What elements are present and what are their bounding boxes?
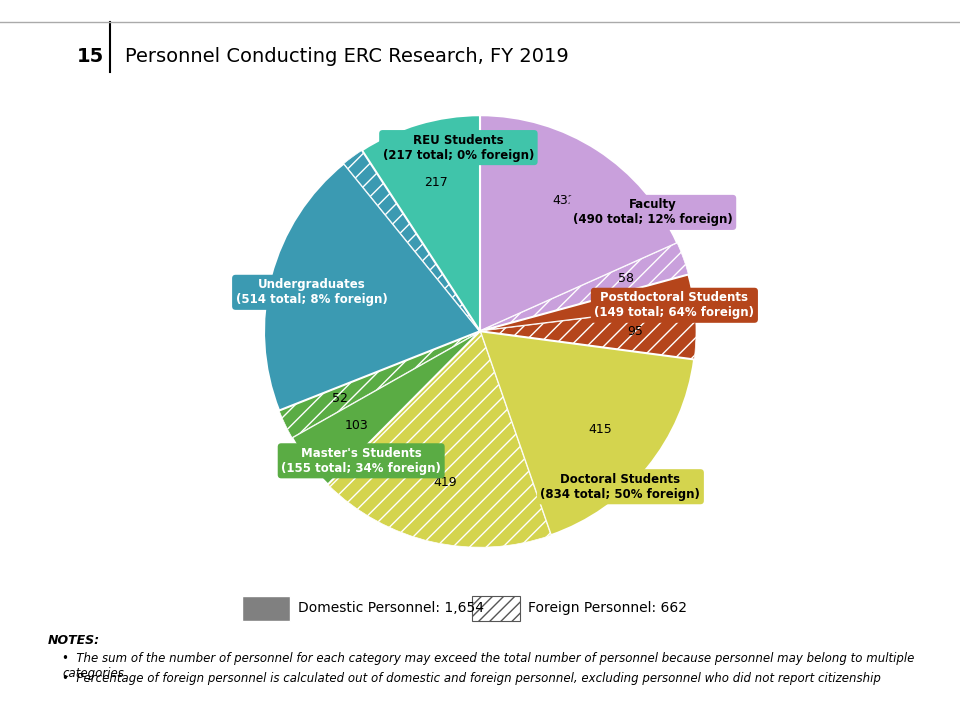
Text: REU Students
(217 total; 0% foreign): REU Students (217 total; 0% foreign): [383, 134, 534, 161]
Text: 15: 15: [77, 47, 104, 66]
Text: 419: 419: [434, 477, 457, 490]
Text: NOTES:: NOTES:: [48, 634, 100, 647]
Text: 52: 52: [332, 392, 348, 405]
Wedge shape: [480, 115, 677, 331]
Text: •  Percentage of foreign personnel is calculated out of domestic and foreign per: • Percentage of foreign personnel is cal…: [62, 672, 881, 685]
Text: Faculty
(490 total; 12% foreign): Faculty (490 total; 12% foreign): [573, 199, 732, 226]
Text: 475: 475: [318, 285, 342, 298]
Wedge shape: [480, 274, 694, 331]
Text: Domestic Personnel: 1,654: Domestic Personnel: 1,654: [298, 601, 484, 616]
Text: 415: 415: [588, 423, 612, 436]
Wedge shape: [362, 115, 480, 331]
Wedge shape: [327, 331, 551, 547]
Text: 58: 58: [618, 272, 635, 285]
Text: 54: 54: [625, 294, 640, 307]
Wedge shape: [292, 331, 480, 485]
Text: Foreign Personnel: 662: Foreign Personnel: 662: [528, 601, 687, 616]
Wedge shape: [279, 331, 480, 438]
Text: Personnel Conducting ERC Research, FY 2019: Personnel Conducting ERC Research, FY 20…: [125, 47, 568, 66]
Wedge shape: [480, 305, 696, 359]
Text: 95: 95: [628, 325, 643, 338]
Text: Postdoctoral Students
(149 total; 64% foreign): Postdoctoral Students (149 total; 64% fo…: [594, 292, 755, 319]
Text: Master's Students
(155 total; 34% foreign): Master's Students (155 total; 34% foreig…: [281, 447, 442, 474]
Wedge shape: [480, 331, 694, 535]
Text: •  The sum of the number of personnel for each category may exceed the total num: • The sum of the number of personnel for…: [62, 652, 915, 680]
Wedge shape: [344, 150, 480, 331]
Wedge shape: [264, 163, 480, 410]
Text: 432: 432: [553, 194, 576, 207]
Text: 217: 217: [423, 176, 447, 189]
Text: Undergraduates
(514 total; 8% foreign): Undergraduates (514 total; 8% foreign): [235, 279, 388, 306]
Text: 103: 103: [345, 419, 369, 432]
Text: Doctoral Students
(834 total; 50% foreign): Doctoral Students (834 total; 50% foreig…: [540, 473, 701, 500]
Wedge shape: [480, 243, 688, 331]
